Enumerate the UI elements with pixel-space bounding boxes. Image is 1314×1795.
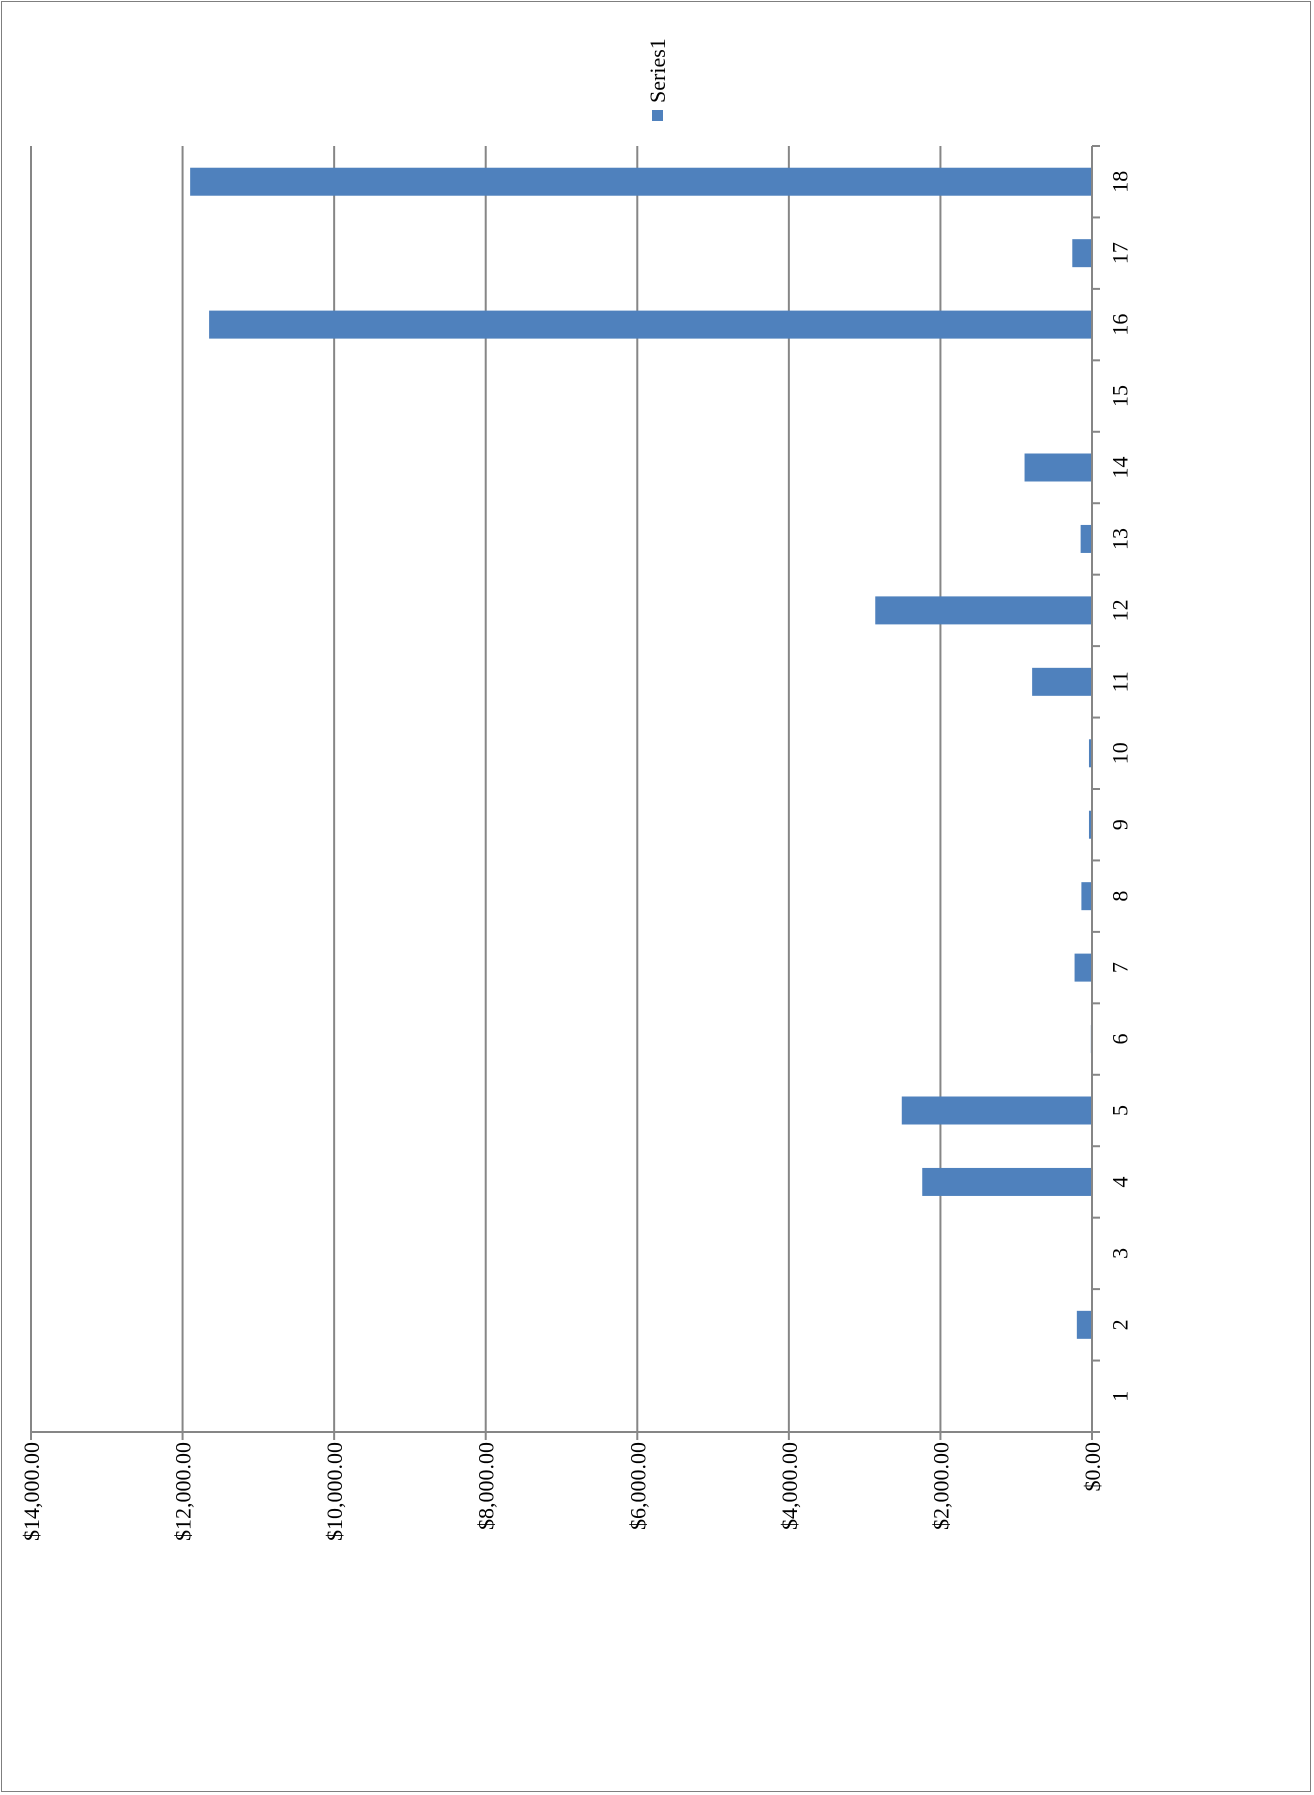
bar (1088, 739, 1092, 768)
legend-swatch (652, 110, 663, 121)
category-tick-label: 9 (1108, 819, 1133, 830)
bar (1088, 810, 1092, 839)
bars (190, 167, 1092, 1339)
category-tick-label: 10 (1108, 742, 1133, 764)
category-tick-label: 1 (1108, 1391, 1133, 1402)
category-tick-label: 11 (1108, 671, 1133, 692)
category-tick-label: 5 (1108, 1105, 1133, 1116)
bar (190, 167, 1092, 196)
value-tick-label: $4,000.00 (777, 1442, 802, 1530)
bar (209, 310, 1092, 339)
bar (1072, 239, 1092, 268)
bar (1024, 453, 1092, 482)
category-tick-label: 15 (1108, 385, 1133, 407)
gridlines (30, 146, 942, 1432)
bar (875, 596, 1092, 625)
bar (901, 1096, 1092, 1125)
category-tick-label: 18 (1108, 171, 1133, 193)
value-tick-label: $12,000.00 (171, 1442, 196, 1541)
category-tick-label: 7 (1108, 962, 1133, 973)
bar (1032, 667, 1092, 696)
category-tick-label: 12 (1108, 599, 1133, 621)
bar (1074, 953, 1092, 982)
bar (922, 1167, 1092, 1196)
value-tick-label: $2,000.00 (928, 1442, 953, 1530)
category-tick-label: 2 (1108, 1319, 1133, 1330)
value-tick-label: $8,000.00 (474, 1442, 499, 1530)
category-tick-label: 4 (1108, 1176, 1133, 1187)
category-tick-label: 8 (1108, 891, 1133, 902)
category-tick-label: 6 (1108, 1034, 1133, 1045)
value-axis: $0.00 $2,000.00 $4,000.00 $6,000.00 $8,000.0… (19, 1431, 1105, 1541)
bar (1080, 524, 1092, 553)
category-tick-label: 16 (1108, 314, 1133, 336)
bar (1076, 1310, 1092, 1339)
category-tick-label: 3 (1108, 1248, 1133, 1259)
category-tick-label: 14 (1108, 457, 1133, 479)
category-tick-label: 17 (1108, 242, 1133, 264)
legend-label: Series1 (645, 38, 670, 103)
value-tick-label: $0.00 (1080, 1442, 1105, 1492)
bar (1081, 882, 1092, 911)
value-tick-label: $14,000.00 (19, 1442, 44, 1541)
category-tick-label: 13 (1108, 528, 1133, 550)
value-tick-label: $10,000.00 (322, 1442, 347, 1541)
legend: Series1 (645, 38, 670, 121)
value-tick-label: $6,000.00 (625, 1442, 650, 1530)
